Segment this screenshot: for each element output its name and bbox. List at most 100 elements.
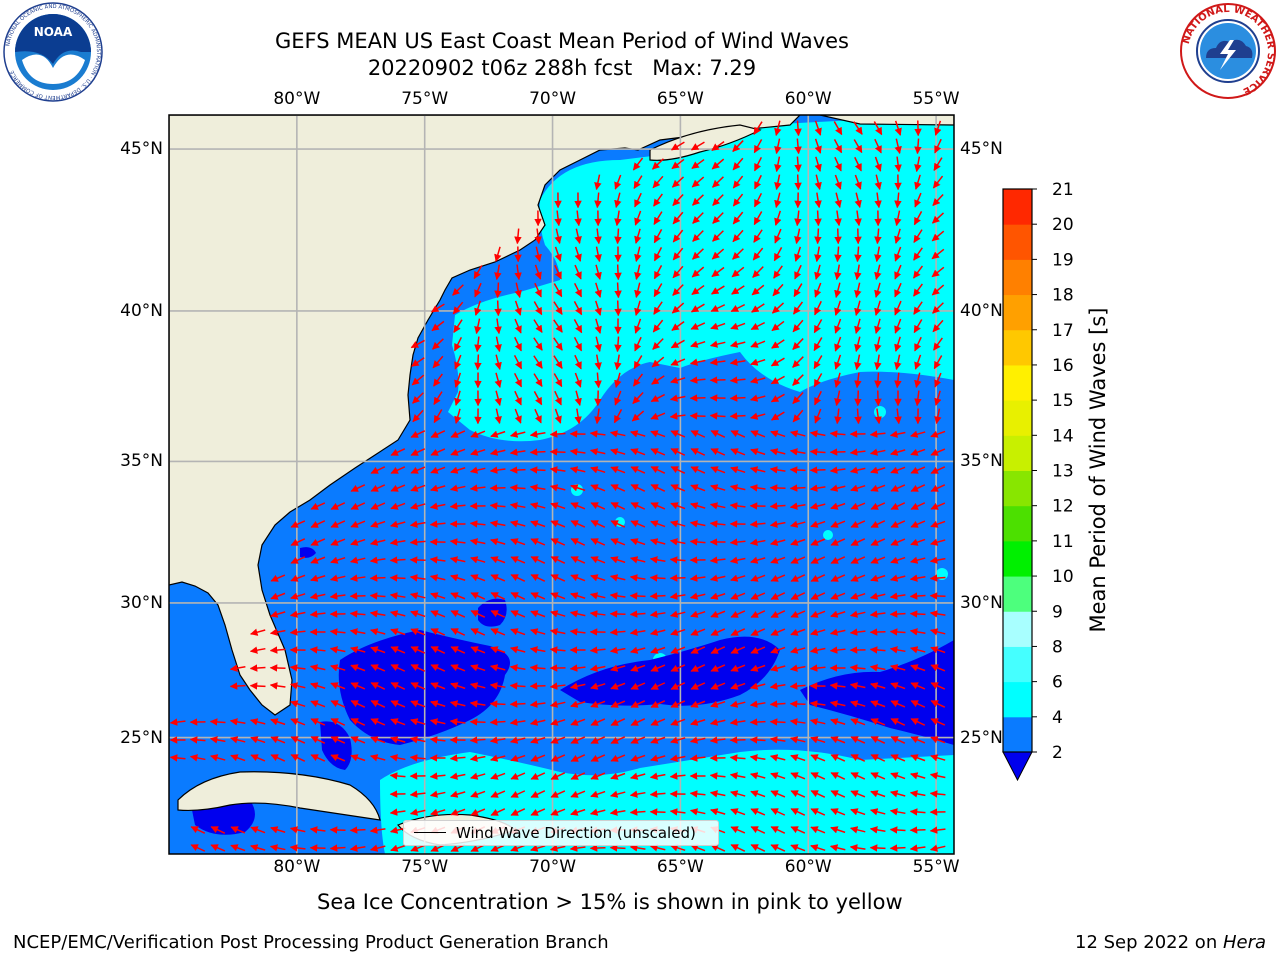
direction-arrow: [913, 211, 923, 226]
colorbar-bin: [1003, 435, 1032, 471]
direction-arrow: [690, 664, 706, 672]
direction-arrow: [650, 412, 666, 420]
direction-arrow: [630, 538, 646, 546]
direction-arrow: [792, 374, 804, 386]
direction-arrow: [830, 556, 846, 564]
direction-arrow: [594, 246, 602, 263]
direction-arrow: [709, 502, 726, 510]
direction-arrow: [509, 682, 526, 690]
direction-arrow: [490, 772, 506, 780]
direction-arrow: [290, 520, 306, 528]
direction-arrow: [889, 844, 906, 852]
direction-arrow: [774, 156, 782, 173]
direction-arrow: [769, 502, 786, 510]
direction-arrow: [370, 646, 386, 654]
direction-arrow: [669, 772, 686, 780]
direction-arrow: [854, 318, 862, 334]
direction-arrow: [890, 448, 906, 456]
direction-arrow: [894, 192, 902, 209]
direction-arrow: [650, 700, 666, 708]
direction-arrow: [430, 682, 446, 690]
direction-arrow: [189, 736, 206, 744]
direction-arrow: [834, 246, 842, 263]
direction-arrow: [890, 556, 906, 564]
direction-arrow: [929, 772, 946, 780]
direction-arrow: [934, 372, 942, 388]
direction-arrow: [732, 211, 744, 225]
direction-arrow: [650, 736, 666, 744]
direction-arrow: [569, 682, 586, 690]
direction-arrow: [350, 700, 366, 708]
direction-arrow: [450, 790, 466, 798]
direction-arrow: [853, 139, 863, 154]
direction-arrow: [554, 264, 562, 280]
direction-arrow: [653, 265, 663, 280]
dark-region-carolina: [300, 547, 316, 558]
direction-arrow: [549, 646, 566, 654]
direction-arrow: [310, 538, 326, 546]
direction-arrow: [913, 319, 923, 334]
direction-arrow: [770, 790, 786, 798]
direction-arrow: [330, 736, 346, 744]
direction-arrow: [550, 556, 566, 564]
direction-arrow: [430, 646, 446, 654]
direction-arrow: [753, 229, 763, 243]
direction-arrow: [574, 408, 582, 425]
land-cuba: [177, 771, 381, 821]
direction-arrow: [229, 682, 246, 690]
direction-arrow: [329, 826, 346, 834]
direction-arrow: [894, 228, 902, 244]
direction-arrow: [370, 700, 386, 708]
direction-arrow: [470, 790, 486, 798]
direction-arrow: [931, 230, 945, 242]
direction-arrow: [454, 354, 462, 370]
direction-arrow: [770, 772, 786, 780]
direction-arrow: [690, 718, 706, 726]
direction-arrow: [514, 408, 522, 424]
direction-arrow: [489, 520, 506, 528]
direction-arrow: [589, 592, 606, 600]
colorbar-bin: [1003, 329, 1032, 366]
direction-arrow: [774, 192, 782, 209]
direction-arrow: [573, 282, 583, 298]
direction-arrow: [650, 646, 666, 654]
direction-arrow: [630, 502, 646, 510]
direction-arrow: [769, 520, 786, 528]
direction-arrow: [709, 376, 726, 384]
direction-arrow: [709, 412, 726, 420]
direction-arrow: [350, 736, 366, 744]
direction-arrow: [914, 138, 922, 155]
direction-arrow: [269, 682, 286, 690]
direction-arrow: [850, 520, 866, 528]
direction-arrow: [830, 790, 846, 798]
direction-arrow: [730, 322, 746, 330]
direction-arrow: [530, 844, 546, 852]
direction-arrow: [910, 502, 926, 510]
direction-arrow: [430, 592, 446, 600]
direction-arrow: [869, 610, 886, 618]
direction-arrow: [853, 121, 863, 135]
direction-arrow: [770, 538, 786, 546]
colorbar-bin: [1003, 681, 1032, 718]
direction-arrow: [569, 448, 586, 456]
direction-arrow: [750, 321, 766, 331]
direction-arrow: [613, 409, 623, 424]
direction-arrow: [614, 210, 622, 227]
direction-arrow: [309, 592, 326, 600]
direction-arrow: [450, 628, 466, 636]
direction-arrow: [730, 303, 746, 313]
direction-arrow: [650, 430, 666, 438]
direction-arrow: [573, 336, 583, 352]
direction-arrow: [370, 736, 386, 744]
direction-arrow: [269, 646, 286, 654]
direction-arrow: [490, 664, 506, 672]
direction-arrow: [690, 844, 706, 852]
direction-arrow: [790, 556, 806, 564]
direction-arrow: [710, 664, 726, 672]
direction-arrow: [509, 718, 526, 726]
direction-arrow: [590, 484, 606, 492]
colorbar-bin: [1003, 224, 1032, 260]
direction-arrow: [769, 700, 786, 708]
direction-arrow: [810, 628, 826, 636]
direction-arrow: [530, 538, 546, 546]
